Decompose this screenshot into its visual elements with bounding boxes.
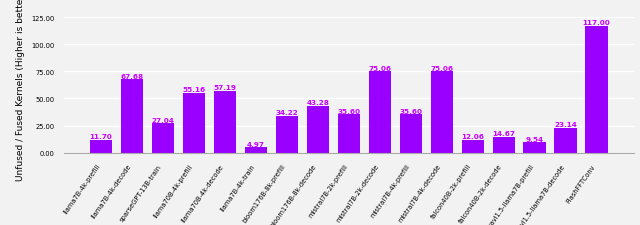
Text: 9.54: 9.54 bbox=[525, 136, 543, 142]
Bar bbox=[338, 115, 360, 153]
Bar bbox=[461, 140, 484, 153]
Bar bbox=[369, 72, 391, 153]
Text: 4.97: 4.97 bbox=[247, 141, 265, 147]
Text: 11.70: 11.70 bbox=[90, 134, 113, 140]
Bar bbox=[431, 72, 453, 153]
Bar bbox=[399, 115, 422, 153]
Text: 43.28: 43.28 bbox=[307, 100, 329, 106]
Bar bbox=[524, 143, 546, 153]
Bar bbox=[183, 93, 205, 153]
Bar bbox=[276, 116, 298, 153]
Text: 75.06: 75.06 bbox=[368, 65, 391, 71]
Text: 55.16: 55.16 bbox=[182, 87, 205, 93]
Text: 12.06: 12.06 bbox=[461, 133, 484, 140]
Text: 34.22: 34.22 bbox=[275, 110, 298, 115]
Bar bbox=[121, 80, 143, 153]
Text: 14.67: 14.67 bbox=[492, 131, 515, 137]
Y-axis label: Unfused / Fused Kernels (Higher is better): Unfused / Fused Kernels (Higher is bette… bbox=[17, 0, 26, 180]
Text: 35.60: 35.60 bbox=[399, 108, 422, 114]
Bar bbox=[244, 148, 267, 153]
Bar bbox=[586, 27, 608, 153]
Text: 35.60: 35.60 bbox=[337, 108, 360, 114]
Text: 23.14: 23.14 bbox=[554, 122, 577, 128]
Text: 27.04: 27.04 bbox=[152, 117, 174, 123]
Text: 75.06: 75.06 bbox=[430, 65, 453, 71]
Bar bbox=[307, 106, 329, 153]
Text: 57.19: 57.19 bbox=[213, 85, 236, 91]
Bar bbox=[90, 140, 112, 153]
Bar bbox=[214, 91, 236, 153]
Bar bbox=[554, 128, 577, 153]
Bar bbox=[493, 137, 515, 153]
Text: 117.00: 117.00 bbox=[582, 20, 611, 26]
Bar bbox=[152, 124, 174, 153]
Text: 67.68: 67.68 bbox=[120, 73, 143, 79]
